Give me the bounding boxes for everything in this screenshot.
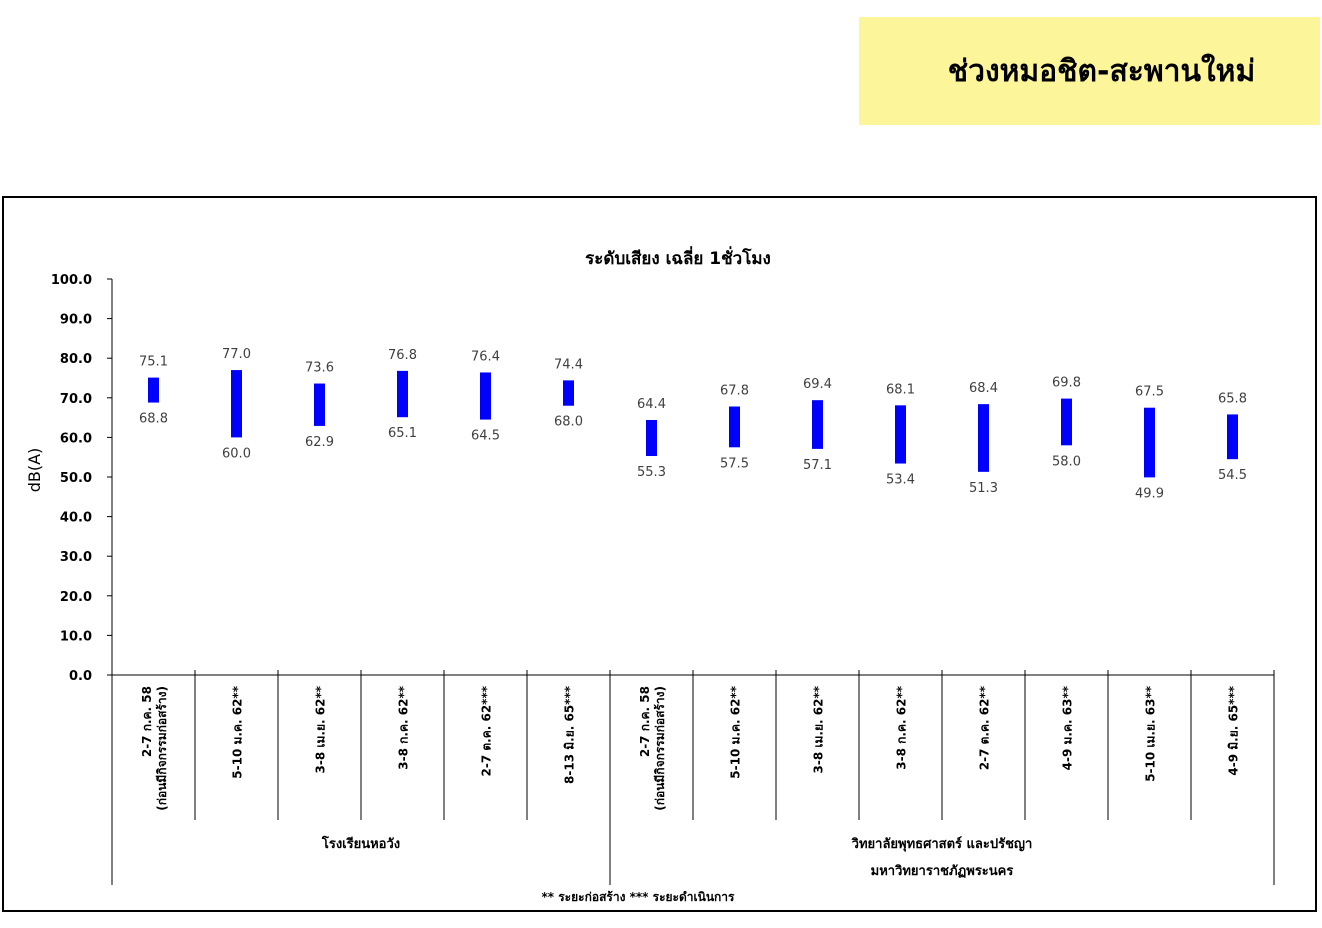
max-data-label: 67.8 <box>720 384 749 399</box>
range-bar <box>646 419 657 457</box>
max-data-label: 68.1 <box>886 382 915 397</box>
max-data-label: 69.8 <box>1052 376 1081 391</box>
min-data-label: 68.0 <box>554 415 583 430</box>
range-bar <box>231 370 242 438</box>
group-label: วิทยาลัยพุทธศาสตร์ และปรัชญา <box>851 836 1032 852</box>
group-label: โรงเรียนหอวัง <box>321 835 400 852</box>
max-data-label: 76.4 <box>471 349 500 364</box>
category-label: (ก่อนมีกิจกรรมก่อสร้าง) <box>653 686 667 811</box>
y-tick-label: 10.0 <box>60 629 92 644</box>
footnote: ** ระยะก่อสร้าง *** ระยะดำเนินการ <box>542 890 736 904</box>
chart-frame: ระดับเสียง เฉลี่ย 1ชั่วโมง dB(A) 0.0 10.0 20… <box>2 196 1317 912</box>
category-label: 2-7 ต.ค. 62*** <box>480 685 494 776</box>
max-data-label: 69.4 <box>803 377 832 392</box>
min-data-label: 64.5 <box>471 429 500 444</box>
range-bar <box>1227 414 1238 460</box>
category-label: 5-10 เม.ย. 63** <box>1144 685 1158 782</box>
max-data-label: 76.8 <box>388 348 417 363</box>
max-data-label: 73.6 <box>305 361 334 376</box>
range-bar <box>729 406 740 448</box>
y-tick-label: 60.0 <box>60 431 92 446</box>
min-data-label: 49.9 <box>1135 486 1164 501</box>
range-bar <box>895 405 906 464</box>
range-bar <box>563 380 574 406</box>
range-bar <box>148 377 159 403</box>
category-label: 2-7 ก.ค. 58 <box>638 686 652 757</box>
range-bar <box>978 404 989 472</box>
category-label: 3-8 เม.ย. 62** <box>314 685 328 773</box>
y-tick-label: 70.0 <box>60 392 92 407</box>
category-label: 3-8 เม.ย. 62** <box>812 685 826 773</box>
max-data-label: 74.4 <box>554 357 583 372</box>
category-label: 3-8 ก.ค. 62** <box>895 685 909 769</box>
min-data-label: 54.5 <box>1218 468 1247 483</box>
max-data-label: 64.4 <box>637 397 666 412</box>
min-data-label: 68.8 <box>139 412 168 427</box>
min-data-label: 55.3 <box>637 465 666 480</box>
category-label: 2-7 ก.ค. 58 <box>140 686 154 757</box>
y-tick-label: 50.0 <box>60 471 92 486</box>
min-data-label: 58.0 <box>1052 454 1081 469</box>
group-label: มหาวิทยาราชภัฏพระนคร <box>871 864 1014 879</box>
min-data-label: 57.1 <box>803 458 832 473</box>
max-data-label: 77.0 <box>222 347 251 362</box>
banner-title: ช่วงหมอชิต-สะพานใหม่ <box>947 53 1256 89</box>
min-data-label: 65.1 <box>388 426 417 441</box>
min-data-label: 53.4 <box>886 473 915 488</box>
max-data-label: 67.5 <box>1135 385 1164 400</box>
category-label: 5-10 ม.ค. 62** <box>231 685 245 778</box>
max-data-label: 75.1 <box>139 355 168 370</box>
range-bar <box>1061 398 1072 446</box>
y-tick-label: 100.0 <box>51 273 92 288</box>
category-label: 3-8 ก.ค. 62** <box>397 685 411 769</box>
min-data-label: 60.0 <box>222 446 251 461</box>
y-tick-label: 40.0 <box>60 511 92 526</box>
y-tick-label: 30.0 <box>60 550 92 565</box>
category-label: 8-13 มิ.ย. 65*** <box>563 685 577 784</box>
max-data-label: 65.8 <box>1218 391 1247 406</box>
y-axis-title: dB(A) <box>25 448 44 493</box>
range-bar <box>812 400 823 449</box>
category-label: 5-10 ม.ค. 62** <box>729 685 743 778</box>
y-tick-label: 90.0 <box>60 313 92 328</box>
y-tick-label: 20.0 <box>60 590 92 605</box>
range-bar <box>397 370 408 418</box>
range-bar <box>1144 407 1155 478</box>
range-bar <box>480 372 491 420</box>
category-label: 4-9 มิ.ย. 65*** <box>1227 685 1241 775</box>
category-label: 2-7 ต.ค. 62** <box>978 685 992 770</box>
range-bar-chart: ระดับเสียง เฉลี่ย 1ชั่วโมง dB(A) 0.0 10.0 20… <box>25 246 1275 904</box>
y-tick-label: 0.0 <box>69 669 92 684</box>
max-data-label: 68.4 <box>969 381 998 396</box>
header-banner: ช่วงหมอชิต-สะพานใหม่ <box>859 17 1320 125</box>
category-label: 4-9 ม.ค. 63** <box>1061 685 1075 770</box>
category-label: (ก่อนมีกิจกรรมก่อสร้าง) <box>155 686 169 811</box>
chart-title: ระดับเสียง เฉลี่ย 1ชั่วโมง <box>585 246 771 269</box>
min-data-label: 51.3 <box>969 481 998 496</box>
min-data-label: 57.5 <box>720 456 749 471</box>
min-data-label: 62.9 <box>305 435 334 450</box>
y-tick-label: 80.0 <box>60 352 92 367</box>
range-bar <box>314 383 325 426</box>
